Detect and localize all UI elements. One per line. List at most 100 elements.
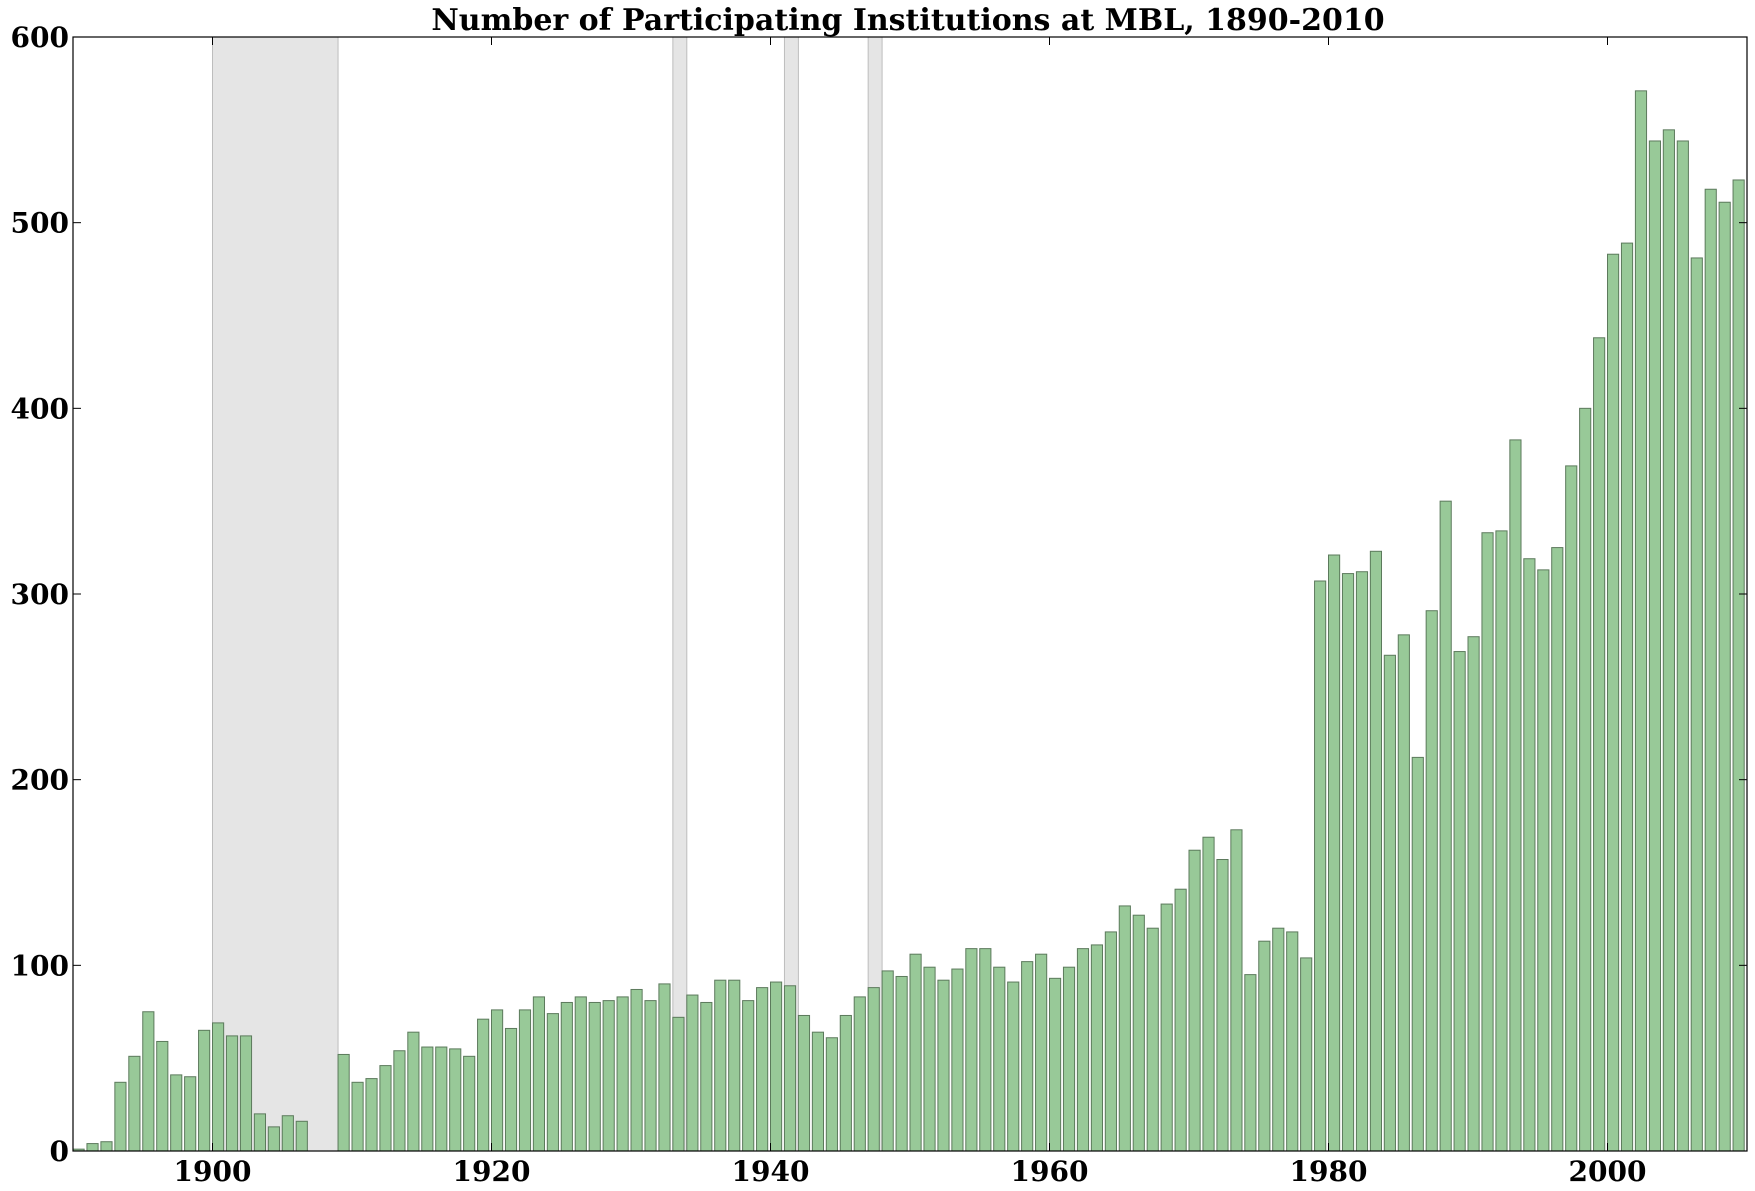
shaded-period (212, 36, 339, 1152)
bar (574, 996, 587, 1152)
bar (100, 1141, 113, 1152)
bar (449, 1048, 462, 1152)
bar (1718, 201, 1731, 1152)
bar (1160, 903, 1173, 1152)
bar (1355, 571, 1369, 1152)
bar (212, 1022, 225, 1152)
bar (797, 1014, 811, 1152)
bar (867, 987, 880, 1152)
bar (351, 1081, 364, 1152)
bar (1704, 188, 1717, 1152)
y-axis: 0 100 200 300 400 500 600 (11, 21, 1747, 1168)
bar (811, 1031, 825, 1152)
bar (770, 981, 783, 1152)
bar (1509, 439, 1522, 1152)
bar (979, 948, 992, 1152)
chart-title: Number of Participating Institutions at … (431, 3, 1384, 38)
y-tick-label: 400 (11, 392, 69, 425)
bar (225, 1035, 239, 1152)
y-tick-label: 0 (50, 1135, 69, 1168)
bar (783, 985, 797, 1152)
bar (1188, 849, 1201, 1152)
bar (1146, 927, 1159, 1152)
bar (1439, 500, 1452, 1152)
bar (839, 1014, 852, 1152)
bar (1049, 977, 1062, 1152)
bar (1007, 981, 1020, 1152)
y-tick-label: 300 (11, 578, 69, 611)
bar (644, 1000, 657, 1152)
bar (616, 996, 629, 1152)
bar (1662, 129, 1675, 1152)
bar (895, 975, 908, 1152)
bar (1021, 961, 1034, 1152)
bar (1732, 179, 1745, 1152)
bar (1216, 859, 1229, 1152)
bar (1300, 957, 1313, 1152)
shaded-period (783, 36, 799, 1152)
shaded-period (672, 36, 688, 1152)
bar (728, 979, 741, 1152)
bar (435, 1046, 448, 1152)
bar (700, 1001, 713, 1152)
bar (1174, 888, 1187, 1152)
bar (560, 1001, 573, 1152)
bar (672, 1016, 685, 1152)
x-tick-label: 1980 (1290, 1155, 1368, 1188)
y-tick-label: 200 (11, 764, 69, 797)
bar (853, 996, 866, 1152)
bar (1676, 140, 1689, 1152)
bar (281, 1115, 294, 1152)
bar (491, 1009, 504, 1152)
bar (477, 1018, 490, 1152)
bar (742, 1000, 755, 1152)
bar (1607, 253, 1620, 1152)
bar (1495, 530, 1508, 1152)
bar (756, 987, 769, 1152)
bar (86, 1143, 99, 1152)
bar (1565, 465, 1578, 1152)
bar (1369, 550, 1383, 1152)
bar (504, 1027, 518, 1152)
x-tick-label: 1920 (453, 1155, 531, 1188)
bar (630, 988, 643, 1152)
bar (1202, 836, 1215, 1152)
bar (156, 1040, 169, 1152)
bar (714, 979, 727, 1152)
bar (951, 968, 964, 1152)
bar (1062, 966, 1076, 1152)
bar (546, 1013, 559, 1152)
bar (407, 1031, 420, 1152)
bar (1481, 532, 1494, 1152)
bar (1425, 610, 1438, 1152)
bar (1397, 634, 1410, 1152)
bar (965, 948, 978, 1152)
x-tick-label: 1940 (732, 1155, 810, 1188)
bar (379, 1065, 392, 1152)
bar (239, 1035, 253, 1152)
bar (1411, 756, 1424, 1152)
x-tick-label: 1900 (174, 1155, 252, 1188)
bar (1593, 337, 1606, 1152)
bar (1076, 948, 1090, 1152)
bar (1551, 547, 1564, 1152)
bar (518, 1009, 532, 1152)
x-axis: 1900 1920 1940 1960 1980 2000 (174, 37, 1647, 1188)
bar (393, 1050, 406, 1152)
bar (1132, 914, 1145, 1152)
bar (1579, 407, 1592, 1152)
bar (1453, 651, 1466, 1152)
bar (337, 1053, 350, 1152)
bar (365, 1078, 378, 1152)
y-tick-label: 500 (11, 207, 69, 240)
bar (295, 1120, 308, 1152)
bar (686, 994, 699, 1152)
bar (1634, 90, 1648, 1152)
x-tick-label: 2000 (1569, 1155, 1647, 1188)
bar (1118, 905, 1131, 1152)
bar (1328, 554, 1341, 1152)
bar (1244, 974, 1257, 1152)
bar (1523, 558, 1536, 1152)
bar (128, 1055, 141, 1152)
